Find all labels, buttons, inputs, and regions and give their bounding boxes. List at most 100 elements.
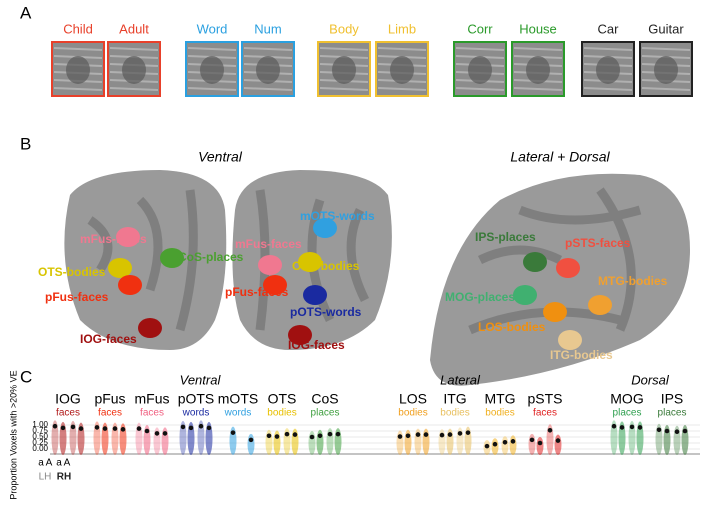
mean-point <box>309 434 315 440</box>
stimulus-object <box>122 56 146 84</box>
violin-body <box>628 420 636 455</box>
region-label: pFus-faces <box>45 290 109 304</box>
region-blob <box>116 227 140 247</box>
texture <box>109 87 159 91</box>
region-blob <box>588 295 612 315</box>
violin-body <box>618 421 626 456</box>
mean-point <box>405 433 411 439</box>
mean-point <box>188 425 194 431</box>
mean-point <box>502 439 508 445</box>
region-blob <box>258 255 282 275</box>
panel-label: A <box>20 3 32 22</box>
violin-body <box>273 430 281 456</box>
region-label: mOTS-words <box>300 209 375 223</box>
roi-name: pSTS <box>527 391 562 407</box>
region-label: IPS-places <box>475 230 536 244</box>
roi-category: places <box>613 408 642 419</box>
stimulus-label: House <box>519 21 557 36</box>
stimulus-object <box>256 56 280 84</box>
roi-category: bodies <box>440 408 469 419</box>
region-label: OTS-bodies <box>38 265 106 279</box>
stimulus-label: Body <box>329 21 359 36</box>
y-tick-label: 0.50 <box>32 432 48 441</box>
roi-name: IOG <box>55 391 81 407</box>
texture <box>319 47 369 51</box>
mean-point <box>144 428 150 434</box>
texture <box>377 87 427 91</box>
violin-body <box>143 425 151 455</box>
violin-body <box>501 436 509 456</box>
region-blob <box>523 252 547 272</box>
mean-point <box>327 431 333 437</box>
texture <box>243 87 293 91</box>
roi-category: faces <box>533 408 557 419</box>
violin-body <box>681 425 689 455</box>
roi-name: mOTS <box>218 391 258 407</box>
mean-point <box>274 434 280 439</box>
mean-point <box>206 425 212 431</box>
hemisphere-label: LH <box>39 472 52 483</box>
mean-point <box>230 430 236 435</box>
violin-body <box>536 437 544 455</box>
mean-point <box>637 425 643 430</box>
roi-category: faces <box>140 408 164 419</box>
stimulus-object <box>526 56 550 84</box>
mean-point <box>529 437 535 443</box>
mean-point <box>266 433 272 439</box>
panel-label: B <box>20 134 31 153</box>
mean-point <box>112 426 118 431</box>
y-tick-label: 1.00 <box>32 420 48 429</box>
roi-category: words <box>182 408 210 419</box>
condition-label: A <box>46 458 53 469</box>
texture <box>455 87 505 91</box>
mean-point <box>439 432 445 438</box>
roi-name: MOG <box>610 391 643 407</box>
group-title: Ventral <box>180 372 222 387</box>
violin-body <box>69 420 77 455</box>
violin-body <box>93 421 101 456</box>
mean-point <box>457 431 463 436</box>
region-blob <box>118 275 142 295</box>
mean-point <box>154 431 160 436</box>
region-blob <box>108 258 132 278</box>
violin-body <box>663 425 671 455</box>
region-blob <box>313 218 337 238</box>
texture <box>187 87 237 91</box>
roi-category: faces <box>98 408 122 419</box>
roi-name: mFus <box>135 391 170 407</box>
roi-name: LOS <box>399 391 427 407</box>
group-title: Dorsal <box>631 372 670 387</box>
texture <box>583 87 633 91</box>
stimulus-label: Num <box>254 21 281 36</box>
mean-point <box>537 440 543 446</box>
texture <box>455 47 505 51</box>
region-blob <box>263 275 287 295</box>
violin-body <box>77 422 85 455</box>
mean-point <box>162 431 168 436</box>
mean-point <box>484 443 490 449</box>
mean-point <box>136 426 142 431</box>
texture <box>187 47 237 51</box>
region-label: ITG-bodies <box>550 348 613 362</box>
stimulus-object <box>596 56 620 84</box>
roi-name: pFus <box>94 391 125 407</box>
condition-label: a <box>56 458 62 469</box>
mean-point <box>664 428 670 434</box>
roi-category: bodies <box>267 408 296 419</box>
mean-point <box>78 426 84 431</box>
texture <box>513 47 563 51</box>
region-blob <box>543 302 567 322</box>
violin-body <box>59 421 67 455</box>
hemisphere-label: RH <box>57 472 71 483</box>
texture <box>53 47 103 51</box>
mean-point <box>52 423 58 429</box>
region-label: mFus-faces <box>80 232 147 246</box>
view-title: Lateral + Dorsal <box>510 149 610 165</box>
stimulus-label: Corr <box>467 21 493 36</box>
roi-category: places <box>658 408 687 419</box>
mean-point <box>60 425 66 431</box>
roi-category: bodies <box>398 408 427 419</box>
violin-body <box>205 421 213 455</box>
mean-point <box>611 423 617 429</box>
texture <box>641 87 691 91</box>
